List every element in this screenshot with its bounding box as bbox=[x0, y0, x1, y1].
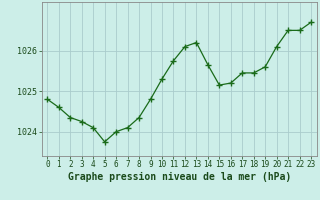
X-axis label: Graphe pression niveau de la mer (hPa): Graphe pression niveau de la mer (hPa) bbox=[68, 172, 291, 182]
